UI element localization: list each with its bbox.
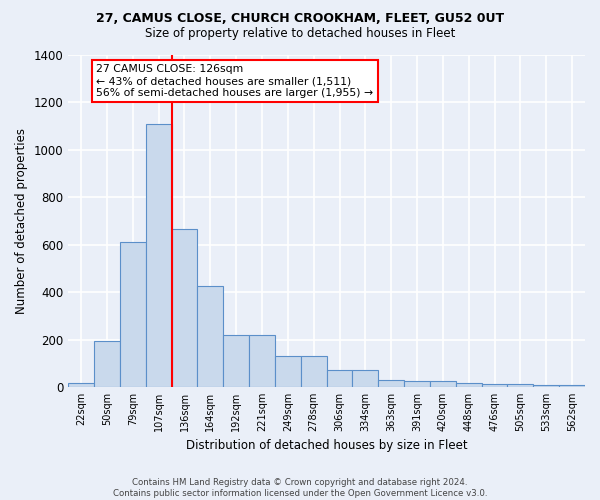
- Bar: [456, 384, 482, 387]
- Text: Contains HM Land Registry data © Crown copyright and database right 2024.
Contai: Contains HM Land Registry data © Crown c…: [113, 478, 487, 498]
- X-axis label: Distribution of detached houses by size in Fleet: Distribution of detached houses by size …: [186, 440, 467, 452]
- Bar: [559, 384, 585, 387]
- Bar: [249, 335, 275, 387]
- Bar: [404, 381, 430, 387]
- Bar: [197, 286, 223, 387]
- Bar: [275, 356, 301, 387]
- Bar: [378, 380, 404, 387]
- Bar: [172, 230, 197, 387]
- Bar: [482, 384, 508, 387]
- Bar: [430, 381, 456, 387]
- Bar: [68, 384, 94, 387]
- Text: Size of property relative to detached houses in Fleet: Size of property relative to detached ho…: [145, 28, 455, 40]
- Bar: [120, 242, 146, 387]
- Text: 27 CAMUS CLOSE: 126sqm
← 43% of detached houses are smaller (1,511)
56% of semi-: 27 CAMUS CLOSE: 126sqm ← 43% of detached…: [96, 64, 373, 98]
- Bar: [146, 124, 172, 387]
- Y-axis label: Number of detached properties: Number of detached properties: [15, 128, 28, 314]
- Bar: [508, 384, 533, 387]
- Bar: [533, 384, 559, 387]
- Bar: [223, 335, 249, 387]
- Bar: [301, 356, 326, 387]
- Bar: [94, 340, 120, 387]
- Bar: [352, 370, 378, 387]
- Text: 27, CAMUS CLOSE, CHURCH CROOKHAM, FLEET, GU52 0UT: 27, CAMUS CLOSE, CHURCH CROOKHAM, FLEET,…: [96, 12, 504, 26]
- Bar: [326, 370, 352, 387]
